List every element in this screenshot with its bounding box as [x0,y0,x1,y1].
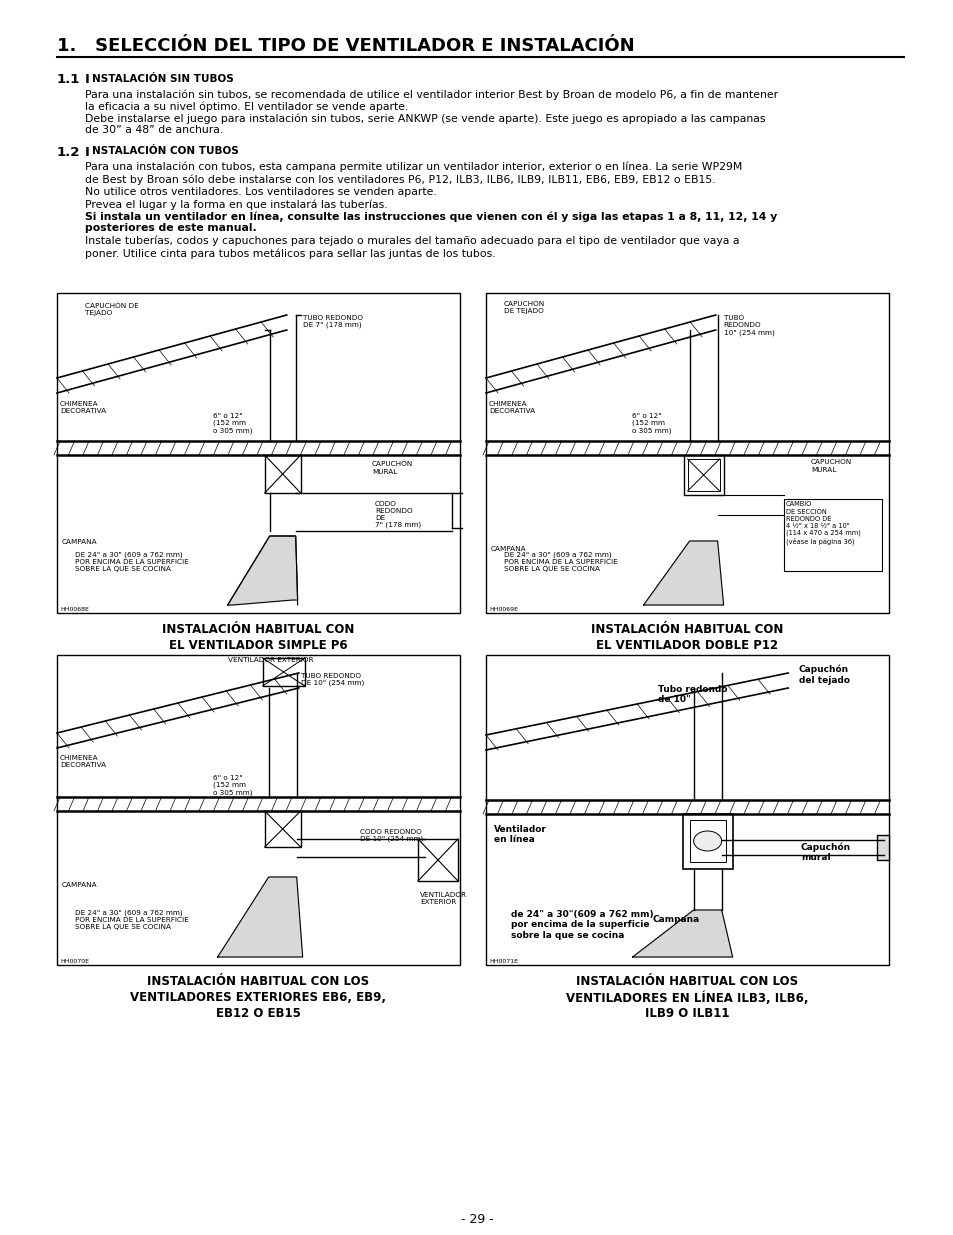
Text: CAMPANA: CAMPANA [62,882,97,888]
Polygon shape [228,536,297,605]
Bar [683,454,723,495]
Polygon shape [632,910,732,957]
Text: NSTALACIÓN CON TUBOS: NSTALACIÓN CON TUBOS [91,147,238,157]
Text: HH0069E: HH0069E [489,606,517,613]
Text: Debe instalarse el juego para instalación sin tubos, serie ANKWP (se vende apart: Debe instalarse el juego para instalació… [85,112,764,135]
Text: CAMPANA: CAMPANA [491,546,526,552]
Text: 6" o 12"
(152 mm
o 305 mm): 6" o 12" (152 mm o 305 mm) [213,776,252,797]
Bar [783,499,882,571]
Text: CODO REDONDO
DE 10" (254 mm): CODO REDONDO DE 10" (254 mm) [359,829,423,842]
Text: 6" o 12"
(152 mm
o 305 mm): 6" o 12" (152 mm o 305 mm) [213,412,252,433]
Polygon shape [217,877,302,957]
Text: CODO
REDONDO
DE
7" (178 mm): CODO REDONDO DE 7" (178 mm) [375,501,420,529]
Text: CAPUCHÓN
MURAL: CAPUCHÓN MURAL [810,459,851,473]
Text: Para una instalación con tubos, esta campana permite utilizar un ventilador inte: Para una instalación con tubos, esta cam… [85,162,741,185]
Bar [264,454,300,493]
Text: Capuchón
mural: Capuchón mural [801,842,850,862]
Text: INSTALACIÓN HABITUAL CON LOS: INSTALACIÓN HABITUAL CON LOS [147,974,369,988]
Text: - 29 -: - 29 - [460,1213,493,1226]
Text: VENTILADOR EXTERIOR: VENTILADOR EXTERIOR [228,657,313,663]
Text: I: I [85,146,90,159]
Text: DE 24" a 30" (609 a 762 mm)
POR ENCIMA DE LA SUPERFICIE
SOBRE LA QUE SE COCINA: DE 24" a 30" (609 a 762 mm) POR ENCIMA D… [75,551,189,572]
Text: CHIMENEA
DECORATIVA: CHIMENEA DECORATIVA [60,401,106,414]
Bar [57,293,459,613]
Bar [485,655,888,965]
Text: VENTILADORES EXTERIORES EB6, EB9,: VENTILADORES EXTERIORES EB6, EB9, [130,990,386,1004]
Bar [689,820,725,862]
Text: Para una instalación sin tubos, se recomendada de utilice el ventilador interior: Para una instalación sin tubos, se recom… [85,89,778,111]
Bar [262,658,304,685]
Text: Tubo redondo
de 10": Tubo redondo de 10" [657,685,726,704]
Text: Campana: Campana [652,915,700,924]
Text: CAMPANA: CAMPANA [62,538,97,545]
Text: Ventilador
en línea: Ventilador en línea [494,825,546,845]
Text: TUBO REDONDO
DE 10" (254 mm): TUBO REDONDO DE 10" (254 mm) [300,673,363,687]
Text: 6" o 12"
(152 mm
o 305 mm): 6" o 12" (152 mm o 305 mm) [631,412,670,433]
Text: INSTALACIÓN HABITUAL CON: INSTALACIÓN HABITUAL CON [590,622,782,636]
Text: Capuchón
del tejado: Capuchón del tejado [799,664,849,685]
Text: 1.1: 1.1 [57,73,80,86]
Bar [264,811,300,847]
Bar [485,293,888,613]
Text: DE 24" a 30" (609 a 762 mm)
POR ENCIMA DE LA SUPERFICIE
SOBRE LA QUE SE COCINA: DE 24" a 30" (609 a 762 mm) POR ENCIMA D… [503,551,618,572]
Text: VENTILADORES EN LÍNEA ILB3, ILB6,: VENTILADORES EN LÍNEA ILB3, ILB6, [565,990,807,1004]
Text: EL VENTILADOR DOBLE P12: EL VENTILADOR DOBLE P12 [596,638,778,652]
Bar [57,655,459,965]
Text: INSTALACIÓN HABITUAL CON LOS: INSTALACIÓN HABITUAL CON LOS [576,974,798,988]
Text: Prevea el lugar y la forma en que instalará las tuberías.: Prevea el lugar y la forma en que instal… [85,199,387,210]
Text: No utilice otros ventiladores. Los ventiladores se venden aparte.: No utilice otros ventiladores. Los venti… [85,186,436,198]
Text: ILB9 O ILB11: ILB9 O ILB11 [644,1007,728,1020]
Text: EB12 O EB15: EB12 O EB15 [215,1007,300,1020]
Text: NSTALACIÓN SIN TUBOS: NSTALACIÓN SIN TUBOS [91,74,233,84]
Text: VENTILADOR
EXTERIOR: VENTILADOR EXTERIOR [419,892,467,905]
Text: DE 24" a 30" (609 a 762 mm)
POR ENCIMA DE LA SUPERFICIE
SOBRE LA QUE SE COCINA: DE 24" a 30" (609 a 762 mm) POR ENCIMA D… [75,910,189,930]
Text: de 24" a 30"(609 a 762 mm)
por encima de la superficie
sobre la que se cocina: de 24" a 30"(609 a 762 mm) por encima de… [511,910,653,940]
Bar [876,835,888,860]
Text: 1.2: 1.2 [57,146,80,159]
Text: CAMBIO
DE SECCIÓN
REDONDO DE
4 ½" x 18 ½" a 10"
(114 x 470 a 254 mm)
(véase la p: CAMBIO DE SECCIÓN REDONDO DE 4 ½" x 18 ½… [785,501,860,545]
Text: EL VENTILADOR SIMPLE P6: EL VENTILADOR SIMPLE P6 [169,638,347,652]
Polygon shape [643,541,723,605]
Bar [417,839,457,881]
Text: HH0068E: HH0068E [60,606,89,613]
Ellipse shape [693,831,720,851]
Text: TUBO
REDONDO
10" (254 mm): TUBO REDONDO 10" (254 mm) [723,315,774,336]
Bar [687,459,719,492]
Text: HH0070E: HH0070E [60,960,89,965]
Text: CAPUCHÓN DE
TEJADO: CAPUCHÓN DE TEJADO [85,303,138,316]
Text: 1.   SELECCIÓN DEL TIPO DE VENTILADOR E INSTALACIÓN: 1. SELECCIÓN DEL TIPO DE VENTILADOR E IN… [57,37,634,56]
Text: CHIMENEA
DECORATIVA: CHIMENEA DECORATIVA [489,401,535,414]
Text: INSTALACIÓN HABITUAL CON: INSTALACIÓN HABITUAL CON [162,622,354,636]
Text: CHIMENEA
DECORATIVA: CHIMENEA DECORATIVA [60,755,106,768]
Text: CAPUCHÓN
MURAL: CAPUCHÓN MURAL [372,461,413,474]
Text: TUBO REDONDO
DE 7" (178 mm): TUBO REDONDO DE 7" (178 mm) [302,315,362,329]
Text: Instale tuberías, codos y capuchones para tejado o murales del tamaño adecuado p: Instale tuberías, codos y capuchones par… [85,236,739,258]
Text: HH0071E: HH0071E [489,960,517,965]
Text: I: I [85,73,90,86]
Text: Si instala un ventilador en línea, consulte las instrucciones que vienen con él : Si instala un ventilador en línea, consu… [85,211,777,233]
Text: CAPUCHÓN
DE TEJADO: CAPUCHÓN DE TEJADO [503,301,545,315]
Bar [682,814,732,869]
